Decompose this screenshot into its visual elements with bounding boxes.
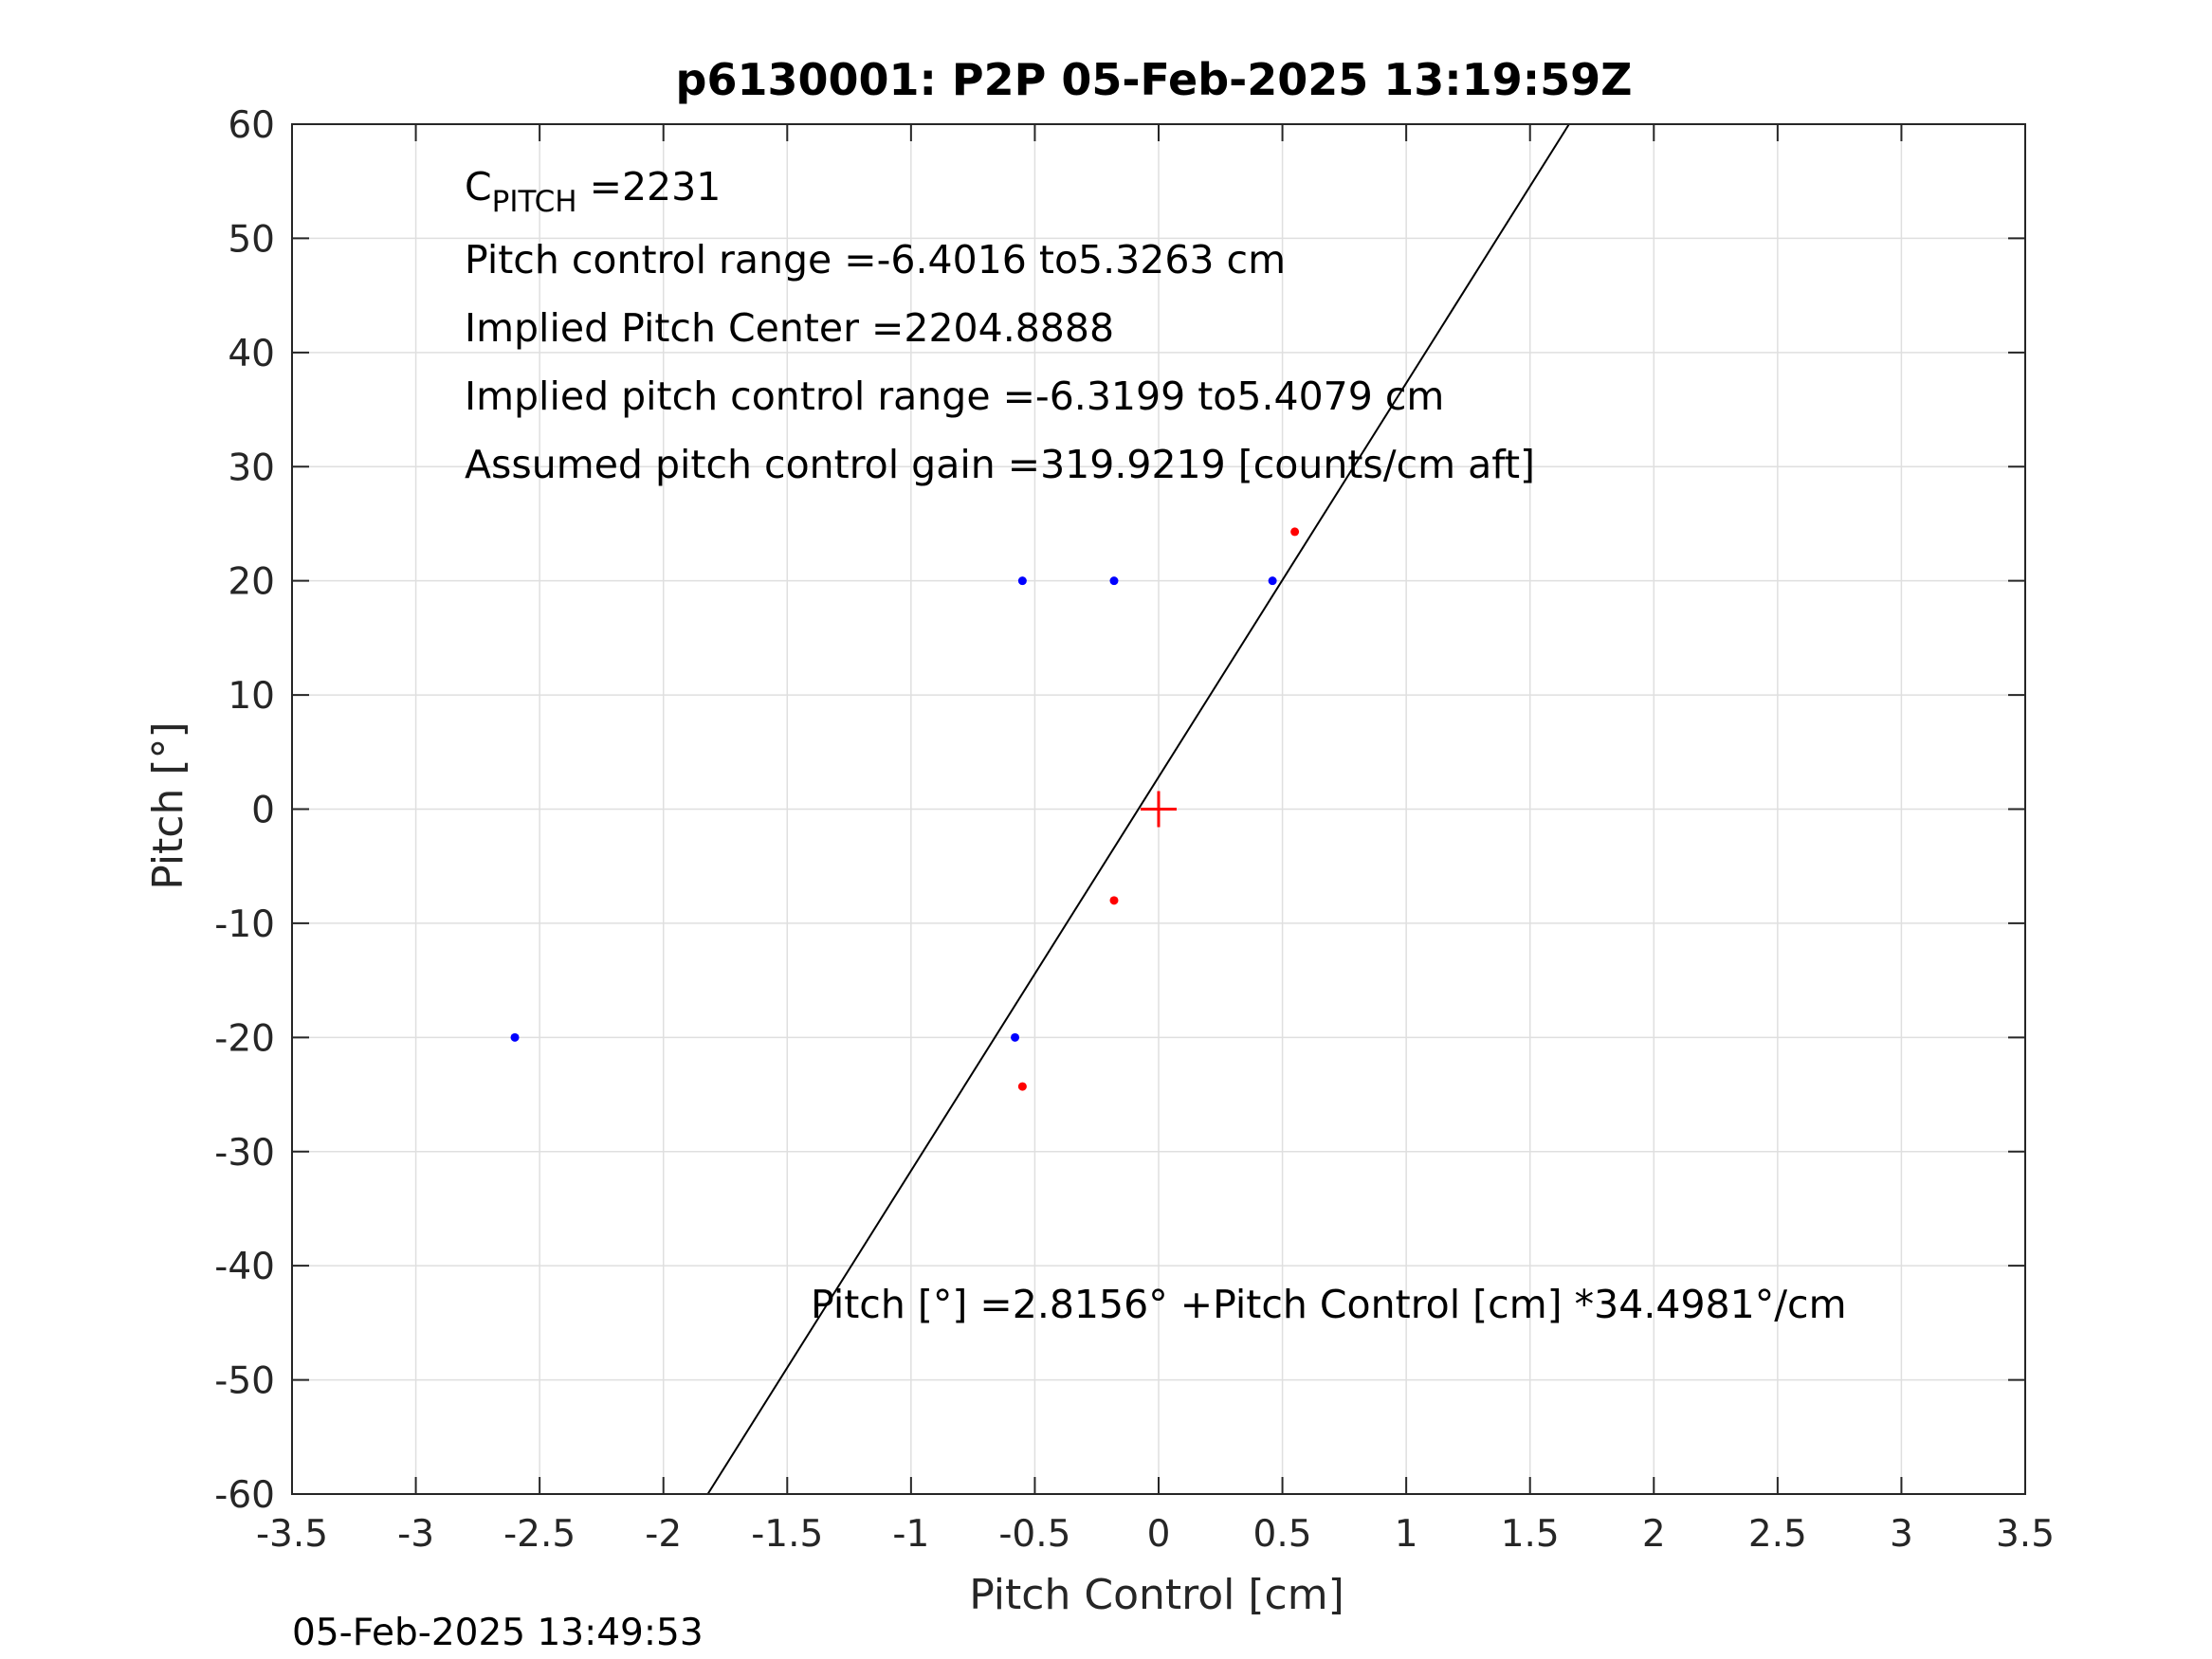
red-data-point [1017, 1082, 1027, 1091]
y-axis-label: Pitch [°] [144, 721, 192, 889]
x-tick-label: 3.5 [1996, 1513, 2055, 1556]
red-data-point [1290, 527, 1300, 537]
y-tick-label: 0 [251, 790, 275, 832]
x-tick-label: -2.5 [503, 1513, 576, 1556]
y-tick-label: -10 [214, 903, 275, 946]
y-tick-label: -40 [214, 1246, 275, 1288]
blue-data-point [1268, 576, 1277, 586]
x-tick-label: 0.5 [1253, 1513, 1312, 1556]
fit-line [706, 123, 1570, 1495]
annotation-fit-equation: Pitch [°] =2.8156° +Pitch Control [cm] *… [811, 1282, 1847, 1327]
x-tick-label: -3.5 [256, 1513, 328, 1556]
x-tick-label: -1.5 [751, 1513, 823, 1556]
x-tick-label: 2 [1642, 1513, 1666, 1556]
x-axis-label: Pitch Control [cm] [969, 1571, 1344, 1619]
y-tick-label: 30 [228, 447, 275, 489]
x-tick-label: -1 [892, 1513, 929, 1556]
y-tick-label: 50 [228, 218, 275, 261]
center-marker-plus [1141, 791, 1177, 828]
y-tick-label: -20 [214, 1017, 275, 1060]
x-tick-label: 1.5 [1501, 1513, 1560, 1556]
annotation-c-pitch-main: C [465, 164, 492, 210]
y-tick-label: 60 [228, 104, 275, 147]
print-timestamp: 05-Feb-2025 13:49:53 [292, 1612, 704, 1654]
blue-data-point [510, 1032, 520, 1042]
annotation-c-pitch: CPITCH =2231 [465, 164, 721, 219]
x-tick-label: 0 [1147, 1513, 1171, 1556]
y-tick-label: -50 [214, 1360, 275, 1403]
x-tick-label: 1 [1395, 1513, 1418, 1556]
annotation-implied-pitch-center: Implied Pitch Center =2204.8888 [465, 305, 1114, 351]
red-data-point [1109, 896, 1119, 905]
blue-data-point [1011, 1032, 1020, 1042]
y-tick-label: 20 [228, 561, 275, 604]
annotation-pitch-control-range: Pitch control range =-6.4016 to5.3263 cm [465, 237, 1286, 283]
x-tick-label: -3 [397, 1513, 434, 1556]
annotation-implied-pitch-control-range: Implied pitch control range =-6.3199 to5… [465, 374, 1444, 419]
x-tick-label: 2.5 [1748, 1513, 1807, 1556]
data-points [510, 527, 1300, 1091]
annotation-c-pitch-value: =2231 [577, 164, 722, 210]
x-tick-label: 3 [1890, 1513, 1913, 1556]
grid [292, 124, 2025, 1494]
blue-data-point [1109, 576, 1119, 586]
x-tick-label: -2 [645, 1513, 682, 1556]
blue-data-point [1017, 576, 1027, 586]
y-tick-label: 40 [228, 333, 275, 375]
fit-line-layer [706, 123, 1570, 1495]
y-tick-label: -30 [214, 1132, 275, 1175]
y-tick-label: -60 [214, 1474, 275, 1517]
x-tick-label: -0.5 [998, 1513, 1070, 1556]
annotation-pitch-control-gain: Assumed pitch control gain =319.9219 [co… [465, 442, 1535, 487]
annotation-c-pitch-sub: PITCH [492, 185, 577, 219]
y-tick-label: 10 [228, 675, 275, 718]
axis-ticks: -3.5 -3 -2.5 -2 -1.5 -1 -0.5 0 0.5 1 1.5 2 2.5 3 3.5 -6… [214, 104, 2055, 1556]
chart-title: p6130001: P2P 05-Feb-2025 13:19:59Z [676, 54, 1633, 105]
